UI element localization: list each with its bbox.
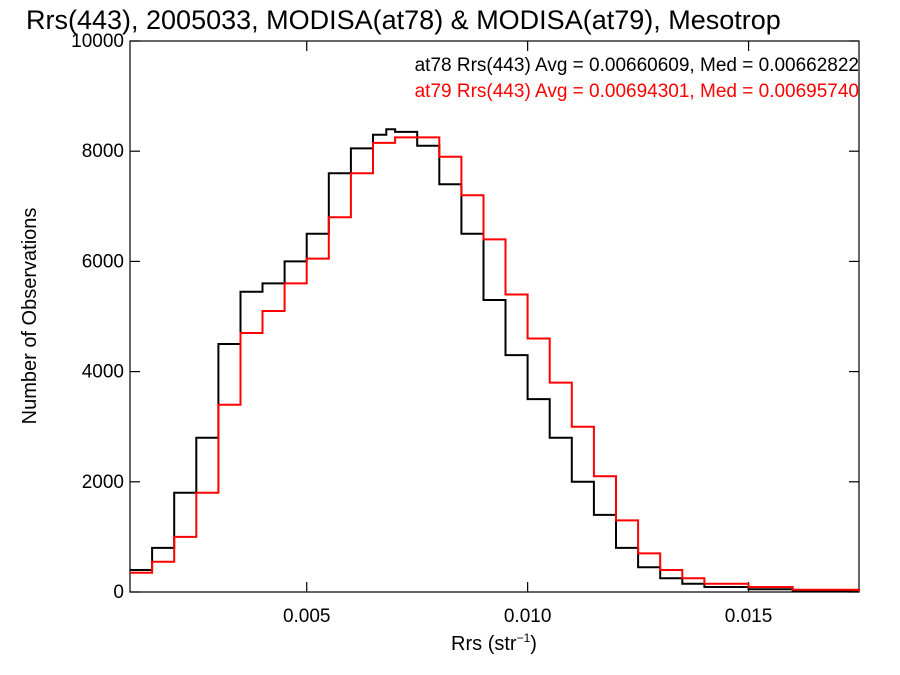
y-tick-label: 6000: [82, 251, 124, 272]
y-tick-label: 4000: [82, 362, 124, 383]
x-tick-label: 0.015: [725, 606, 773, 627]
plot-frame: [129, 40, 860, 593]
x-axis-label-main: Rrs (str: [451, 633, 517, 655]
y-axis-label: Number of Observations: [19, 208, 41, 425]
x-tick-label: 0.010: [504, 606, 552, 627]
y-tick-label: 10000: [71, 31, 124, 52]
chart-title: Rrs(443), 2005033, MODISA(at78) & MODISA…: [26, 5, 781, 35]
series-line-at79: [130, 136, 860, 592]
legend-at79: at79 Rrs(443) Avg = 0.00694301, Med = 0.…: [415, 81, 859, 102]
x-axis-label-close: ): [530, 633, 537, 655]
x-axis-label-superscript: −1: [517, 631, 531, 645]
y-tick-label: 0: [113, 582, 124, 603]
legend-at78: at78 Rrs(443) Avg = 0.00660609, Med = 0.…: [415, 55, 859, 76]
y-axis-ticks: 0 2000 4000 6000 8000 10000: [71, 31, 859, 603]
x-axis-ticks: 0.005 0.010 0.015: [283, 41, 772, 627]
series-layer: [130, 128, 860, 592]
series-line-at78: [130, 128, 860, 592]
y-tick-label: 8000: [82, 141, 124, 162]
x-axis-label: Rrs (str−1): [451, 631, 537, 655]
x-tick-label: 0.005: [283, 606, 331, 627]
y-tick-label: 2000: [82, 472, 124, 493]
